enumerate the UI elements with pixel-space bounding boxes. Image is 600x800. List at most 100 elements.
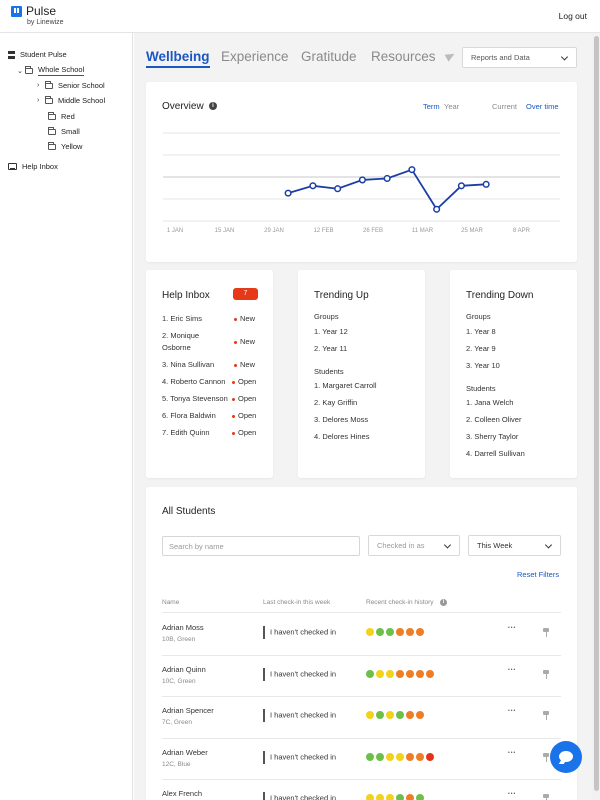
more-options-icon[interactable]: ••• [508,666,517,673]
student-name[interactable]: Adrian Spencer [162,706,214,715]
inbox-item-name[interactable]: 7. Edith Quinn [162,428,210,437]
status-dot-icon [232,414,235,418]
inbox-item-name[interactable]: 3. Nina Sullivan [162,360,215,369]
more-options-icon[interactable]: ••• [508,625,517,631]
data-point[interactable] [284,189,292,197]
status-label: Open [238,394,257,403]
list-item[interactable]: 1. Jana Welch [466,398,514,407]
period-select[interactable]: This Week [468,535,561,556]
list-item[interactable]: 3. Delores Moss [314,415,369,424]
list-item[interactable]: 2. Year 9 [466,344,496,353]
overview-line-chart: 1 JAN 15 JAN 29 JAN 12 FEB 26 FEB 11 MAR 25 MA… [163,132,560,234]
student-name[interactable]: Adrian Weber [162,747,208,757]
column-header-last-check-in[interactable]: Last check-in this week [263,599,331,606]
sidebar-item-senior-school[interactable]: › Senior School [37,80,105,90]
data-point[interactable] [309,182,317,190]
history-dot [416,711,424,719]
last-check-in-status: I haven't checked in [263,750,336,764]
tab-gratitude[interactable]: Gratitude [301,49,357,64]
logout-button[interactable]: Log out [558,11,587,21]
status-dot-icon [234,317,237,321]
pin-icon[interactable] [543,794,549,800]
pin-icon[interactable] [543,752,549,762]
column-header-history[interactable]: Recent check-in history [366,599,434,606]
sidebar-item-small[interactable]: Small [48,126,80,136]
pin-icon[interactable] [543,628,549,637]
x-tick-label: 25 MAR [461,228,483,234]
overview-title: Overview [162,101,204,112]
tab-experience[interactable]: Experience [221,49,289,64]
inbox-item-name[interactable]: 4. Roberto Cannon [162,377,226,386]
pulse-logo-icon [11,6,22,17]
history-dot [426,752,434,761]
history-dot [416,669,424,678]
pin-icon[interactable] [543,669,549,679]
sidebar-item-help-inbox[interactable]: Help Inbox [8,162,58,171]
more-options-icon[interactable]: ••• [508,791,517,797]
sidebar-item-label: Help Inbox [22,162,58,171]
search-placeholder: Search by name [169,541,224,551]
period-option-year[interactable]: Year [444,102,460,111]
list-item[interactable]: 4. Delores Hines [314,432,370,441]
list-item[interactable]: 3. Sherry Taylor [466,432,519,441]
list-item[interactable]: 2. Year 11 [314,344,348,353]
data-point[interactable] [482,180,490,188]
status-label: New [240,360,256,369]
check-in-history [366,628,426,636]
all-students-title: All Students [162,506,216,517]
sidebar-item-whole-school[interactable]: ⌄ Whole School [17,65,85,76]
data-point[interactable] [334,185,342,193]
tab-resources[interactable]: Resources [371,49,436,64]
tab-wellbeing[interactable]: Wellbeing [146,49,210,68]
reset-filters-link[interactable]: Reset Filters [517,570,560,579]
data-point[interactable] [408,166,416,174]
more-options-icon[interactable]: ••• [508,708,517,714]
inbox-item-name[interactable]: 6. Flora Baldwin [162,411,216,420]
list-item[interactable]: 1. Year 12 [314,327,348,336]
list-item[interactable]: 1. Year 8 [466,327,496,336]
inbox-item-status: Open [232,428,256,437]
list-item[interactable]: 2. Colleen Oliver [466,415,522,424]
student-name[interactable]: Adrian Quinn [162,664,206,674]
pin-icon[interactable] [543,711,549,720]
list-item[interactable]: 4. Darrell Sullivan [466,449,525,458]
data-point[interactable] [383,174,391,183]
data-point[interactable] [433,205,441,213]
more-options-icon[interactable]: ••• [508,749,517,756]
list-item[interactable]: 2. Kay Griffin [314,398,358,407]
scrollbar-thumb[interactable] [594,36,599,791]
student-name[interactable]: Alex French [162,789,203,798]
info-icon[interactable]: i [209,102,217,110]
status-text: I haven't checked in [270,793,337,800]
sidebar-item-red[interactable]: Red [48,111,75,121]
inbox-item-name[interactable]: 5. Tonya Stevenson [162,394,228,403]
view-option-over-time[interactable]: Over time [526,102,559,111]
data-point[interactable] [457,182,465,190]
search-input[interactable]: Search by name [162,536,360,556]
column-header-name[interactable]: Name [162,599,180,606]
sidebar-item-yellow[interactable]: Yellow [48,141,82,151]
inbox-item-name[interactable]: 2. Monique Osborne [162,331,200,352]
history-dot [396,669,404,678]
inbox-item-status: Open [232,394,256,403]
history-dot [366,628,374,636]
list-item[interactable]: 3. Year 10 [466,361,500,370]
list-item[interactable]: 1. Margaret Carroll [314,381,377,390]
tree-icon [8,50,16,59]
inbox-item-name[interactable]: 1. Eric Sims [162,314,203,323]
period-option-term[interactable]: Term [423,102,440,111]
chat-button[interactable] [550,741,582,773]
data-point[interactable] [358,176,366,184]
sidebar-item-label: Senior School [58,81,105,90]
sidebar-item-label: Student Pulse [20,50,67,59]
reports-and-data-select[interactable]: Reports and Data [462,47,577,68]
status-text: I haven't checked in [270,668,337,678]
checked-in-as-select[interactable]: Checked in as [368,535,460,556]
history-dot [366,794,374,800]
info-icon[interactable]: i [440,599,447,606]
sidebar-item-student-pulse[interactable]: Student Pulse [8,50,67,59]
help-inbox-title: Help Inbox [162,290,210,301]
view-option-current[interactable]: Current [492,102,518,111]
student-name[interactable]: Adrian Moss [162,623,204,632]
sidebar-item-middle-school[interactable]: › Middle School [37,95,105,105]
